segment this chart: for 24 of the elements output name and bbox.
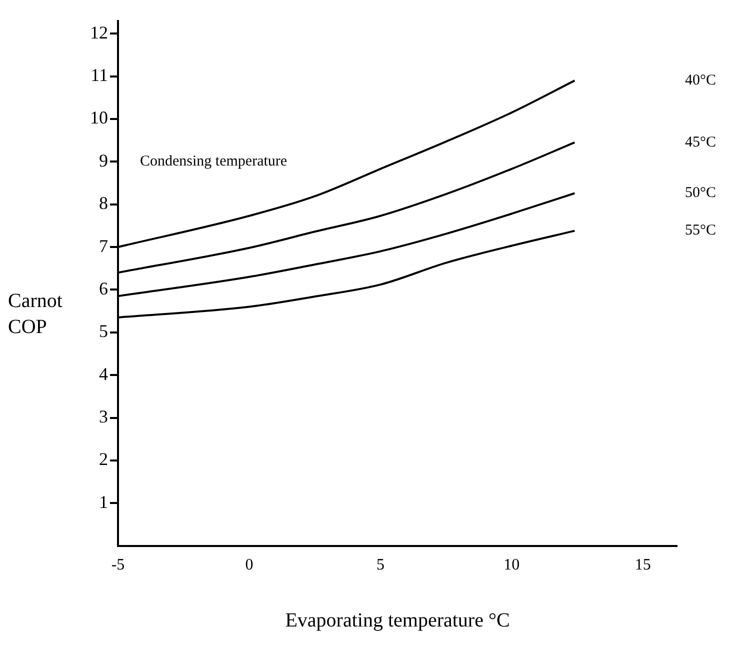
y-tick-label: 3 <box>99 406 108 426</box>
text: 40°C <box>685 72 716 88</box>
annotation: Condensing temperature <box>140 154 288 170</box>
x-tick-label: -5 <box>111 556 125 574</box>
y-tick-label: 4 <box>99 364 108 384</box>
y-tick-label: 10 <box>90 108 108 128</box>
text: 55°C <box>685 222 716 239</box>
y-tick-label: 11 <box>90 65 108 86</box>
x-tick-label: 15 <box>634 556 651 574</box>
y-tick-label: 6 <box>99 278 108 298</box>
text: 50°C <box>685 185 716 202</box>
y-tick-label: 9 <box>99 150 108 170</box>
text: 45°C <box>685 134 716 150</box>
y-tick-label: 2 <box>99 449 108 470</box>
x-tick-label: 5 <box>376 556 384 574</box>
x-tick-label: 0 <box>245 556 254 574</box>
y-tick-label: 7 <box>99 236 108 256</box>
y-axis-title: Carnot COP <box>8 289 64 340</box>
x-axis-title: Evaporating temperature °C <box>285 609 510 632</box>
y-tick-label: 1 <box>99 492 108 512</box>
y-tick-label: 5 <box>99 321 108 342</box>
y-tick-label: 12 <box>90 22 108 42</box>
x-tick-label: 10 <box>504 556 520 574</box>
y-tick-label: 8 <box>99 193 108 214</box>
